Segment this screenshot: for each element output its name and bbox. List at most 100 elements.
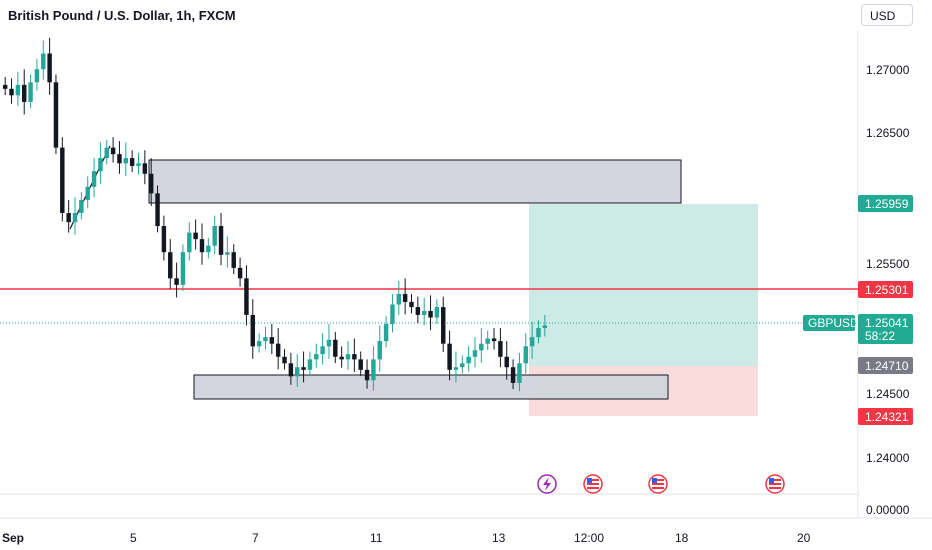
resistance-price-tag [858,281,913,298]
candle-body [352,354,357,360]
currency-selector-button[interactable]: USD [861,4,913,26]
candle-body [15,84,21,96]
candle-body [339,356,344,360]
symbol-tag [803,315,855,331]
candle-body [180,252,186,285]
candle-body [66,212,71,223]
candle-body [256,341,262,347]
candle-body [498,341,503,357]
candle-body [536,328,541,338]
candles [2,37,548,392]
candle-body [269,337,275,344]
candle-body [218,226,224,255]
candle-body [390,304,395,325]
candle-body [155,193,160,227]
candle-body [168,252,173,279]
candle-body [123,158,129,164]
price-tick: 1.24500 [866,387,910,401]
candle-body [529,337,535,347]
price-tick: 1.26500 [866,126,910,140]
time-label: 11 [370,531,383,545]
candle-body [491,338,497,342]
stop-price-tag [858,408,913,425]
candle-body [383,324,389,342]
candle-body [377,341,382,360]
candle-body [206,245,211,253]
candle-body [250,314,256,347]
current-price-label: 1.25041 [865,316,909,330]
candle-body [199,239,205,253]
candle-body [402,294,408,302]
candle-body [358,359,363,370]
position-target-area[interactable] [529,204,758,366]
candle-body [9,88,14,96]
candle-body [41,53,46,70]
target-price-label: 1.25959 [865,197,909,211]
time-label: 12:00 [574,531,604,545]
candle-body [193,232,198,240]
candle-body [98,158,103,172]
candle-body [28,82,33,102]
candle-body [104,147,109,159]
time-label: 20 [797,531,811,545]
candle-body [421,311,427,315]
candle-body [53,82,59,148]
time-label: 7 [252,531,259,545]
target-price-tag [858,195,913,212]
candle-body [314,354,319,360]
candle-body [212,226,217,246]
candle-body [244,278,249,315]
time-label: 18 [675,531,689,545]
candle-body [21,84,27,102]
current-price-tag [858,314,913,344]
candle-body [225,252,230,255]
candle-body [485,338,490,344]
symbol-label: GBPUSD [808,316,859,330]
candle-body [326,339,332,347]
price-axis-bottom-label: 0.00000 [866,503,910,517]
candle-body [460,363,465,368]
candle-body [129,158,135,166]
candle-body [472,350,478,357]
price-tick: 1.24000 [866,451,910,465]
price-tick: 1.27000 [866,63,910,77]
candle-body [288,363,294,377]
candle-body [510,367,516,383]
candle-body [79,199,84,213]
candle-body [237,267,243,279]
candle-body [504,356,509,368]
candle-body [301,367,306,370]
candle-body [72,212,78,223]
candle-body [187,232,192,253]
candle-body [282,356,287,364]
entry-price-tag [858,357,913,374]
candle-body [428,311,433,318]
candle-body [174,278,179,285]
time-label: 13 [492,531,506,545]
candle-body [371,359,376,381]
time-label: 5 [130,531,137,545]
candle-body [523,346,529,364]
us-flag-icon[interactable] [648,474,668,494]
candle-body [542,325,548,329]
candle-body [85,186,90,200]
bar-countdown-label: 58:22 [865,329,895,343]
candle-body [320,346,325,355]
candle-body [2,84,8,89]
candle-body [409,301,414,308]
candle-body [60,147,65,213]
us-flag-icon[interactable] [765,474,785,494]
candle-body [364,369,370,381]
candle-body [517,363,522,383]
candle-body [34,69,40,83]
lightning-icon[interactable] [537,474,557,494]
candle-body [275,343,281,357]
candle-body [47,53,52,83]
us-flag-icon[interactable] [583,474,603,494]
candle-body [263,337,268,342]
lower-demand-zone[interactable] [193,374,669,400]
candle-body [231,252,236,268]
upper-supply-zone[interactable] [148,159,682,204]
candle-body [441,307,446,344]
